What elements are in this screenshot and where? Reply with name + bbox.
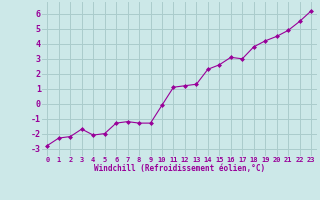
X-axis label: Windchill (Refroidissement éolien,°C): Windchill (Refroidissement éolien,°C) xyxy=(94,164,265,173)
